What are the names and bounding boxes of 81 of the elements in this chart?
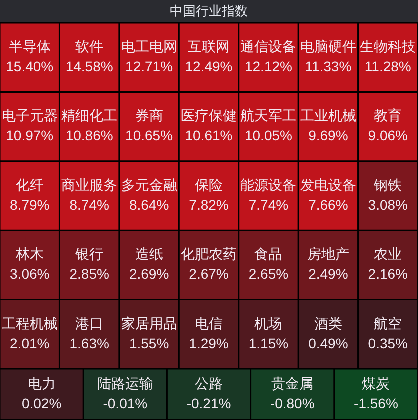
category-label: 贵金属 [272,375,314,392]
category-label: 农业 [374,246,402,262]
data-label: 0.35% [368,335,408,352]
data-label: 2.67% [189,266,229,282]
category-label: 券商 [135,108,164,124]
data-label: 7.66% [308,196,348,213]
data-label: 12.71% [126,58,174,74]
category-label: 软件 [76,38,104,54]
data-label: 12.12% [244,58,292,74]
data-label: 11.33% [305,58,352,74]
category-label: 电信 [195,315,223,332]
data-label: 0.02% [22,395,62,412]
data-label: 3.08% [368,196,408,213]
category-label: 教育 [374,108,402,124]
category-label: 造纸 [135,246,164,262]
category-label: 电工电网 [121,38,178,54]
data-label: 1.55% [129,335,170,352]
category-label: 房地产 [307,246,350,262]
data-label: 8.74% [70,196,110,213]
category-label: 保险 [195,176,223,193]
text: 中国行业指数 [170,4,248,19]
category-label: 电脑硬件 [300,38,356,54]
data-label: -0.01% [103,395,148,412]
category-label: 机场 [254,315,283,332]
data-label: 2.65% [248,266,289,282]
data-label: 14.58% [66,58,114,74]
category-label: 生物科技 [360,38,416,54]
data-label: 2.69% [129,266,170,282]
category-label: 商业服务 [62,176,118,193]
category-label: 钢铁 [373,176,402,193]
category-label: 煤炭 [362,375,390,392]
data-label: 2.01% [10,335,50,352]
category-label: 互联网 [188,38,230,54]
category-label: 通信设备 [240,38,297,54]
data-label: -0.80% [270,395,315,412]
data-label: -1.56% [354,395,398,412]
data-label: 3.06% [10,266,50,282]
category-label: 发电设备 [300,176,356,193]
data-label: 2.49% [308,266,348,282]
data-label: 12.49% [185,58,233,74]
data-label: 7.74% [248,196,289,213]
data-label: 9.69% [308,128,348,144]
data-label: 10.86% [66,128,114,144]
category-label: 食品 [254,246,283,262]
category-label: 医疗保健 [181,108,237,124]
data-label: 8.64% [129,196,170,213]
category-label: 航天军工 [240,108,297,124]
category-label: 半导体 [8,38,51,54]
category-label: 精细化工 [62,108,118,124]
data-label: 7.82% [189,196,229,213]
category-label: 化纤 [16,176,44,193]
category-label: 陆路运输 [97,375,154,392]
category-label: 化肥农药 [181,246,237,262]
category-label: 能源设备 [240,176,297,193]
category-label: 酒类 [314,315,342,332]
category-label: 电力 [28,375,56,392]
category-label: 银行 [74,246,104,262]
data-label: 10.05% [244,128,292,144]
category-label: 家居用品 [121,315,178,332]
category-label: 公路 [195,375,223,392]
data-label: 8.79% [10,196,50,213]
data-label: 2.16% [368,266,408,282]
data-label: 10.65% [126,128,174,144]
data-label: 2.85% [70,266,110,282]
category-label: 航空 [374,315,402,332]
data-label: 1.63% [70,335,110,352]
data-label: 15.40% [6,58,54,74]
data-label: 9.06% [368,128,408,144]
data-label: 1.15% [248,335,289,352]
data-label: 11.28% [364,58,412,74]
category-label: 工程机械 [2,315,58,332]
data-label: 10.97% [6,128,54,144]
category-label: 港口 [76,315,104,332]
category-label: 多元金融 [121,176,178,193]
category-label: 电子元器 [2,108,58,124]
category-label: 工业机械 [300,108,356,124]
data-label: 0.49% [308,335,348,352]
category-label: 林木 [14,246,44,262]
data-label: -0.21% [186,395,232,412]
data-label: 10.61% [185,128,233,144]
data-label: 1.29% [189,335,229,352]
